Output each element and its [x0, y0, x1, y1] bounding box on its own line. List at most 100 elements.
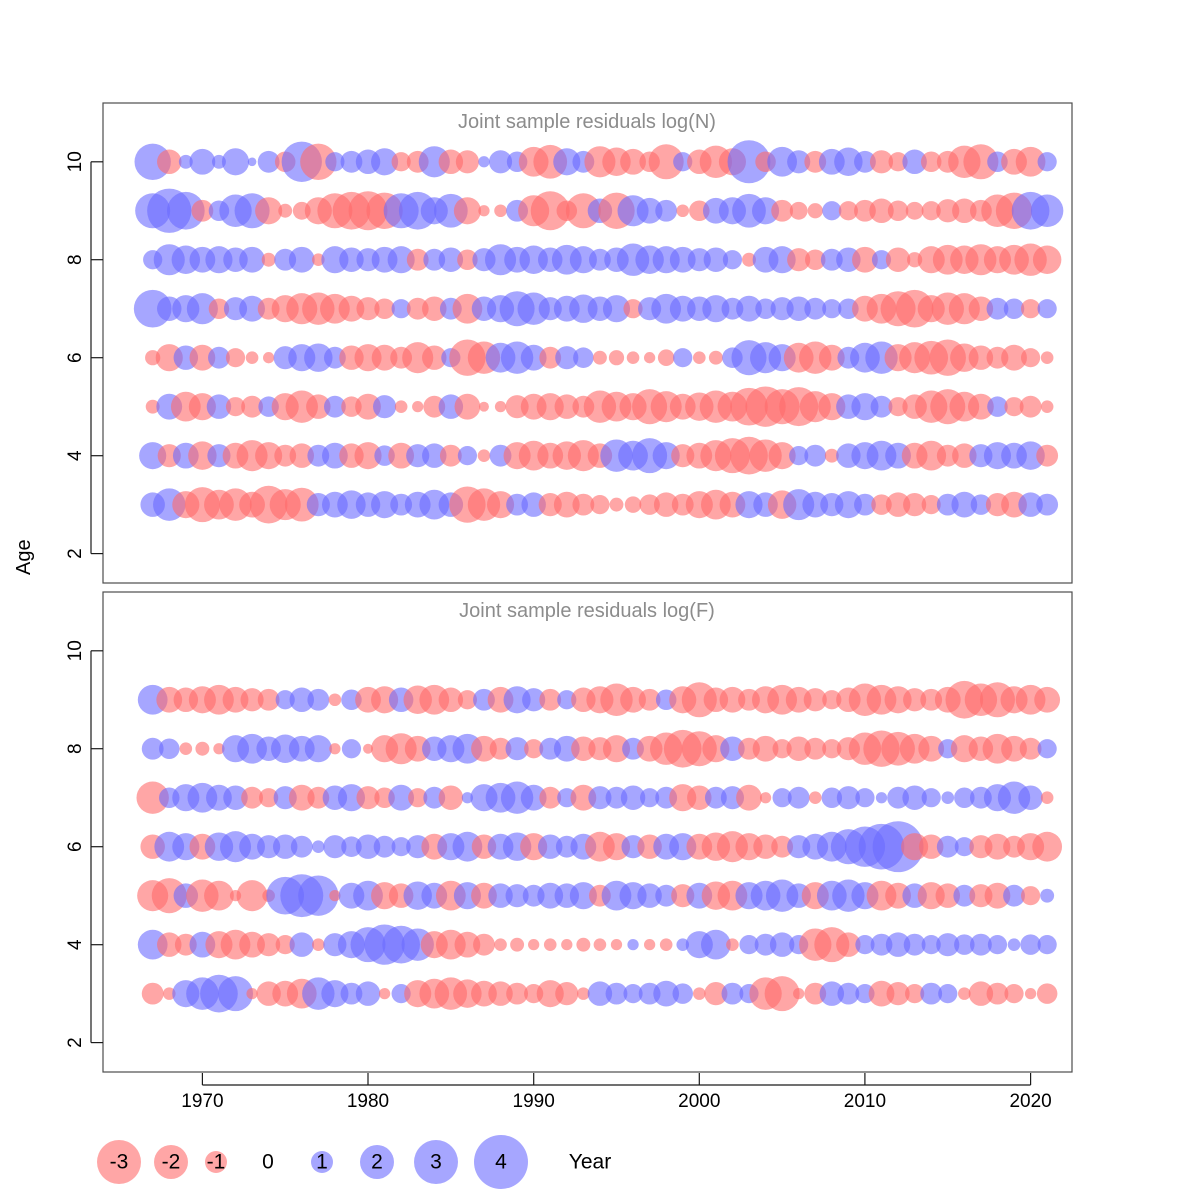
residual-bubble	[162, 987, 176, 1000]
residual-bubble	[787, 248, 811, 272]
panel-logF-title: Joint sample residuals log(F)	[459, 600, 715, 622]
residual-bubble	[494, 401, 507, 413]
residual-bubble	[657, 349, 675, 366]
residual-bubble	[247, 157, 257, 167]
residual-bubble	[272, 834, 298, 859]
residual-bubble	[537, 834, 563, 859]
residual-bubble	[805, 249, 826, 270]
residual-bubble	[304, 735, 332, 763]
residual-bubble	[241, 395, 263, 418]
residual-bubble	[771, 835, 794, 858]
residual-bubble	[602, 833, 631, 861]
residual-bubble	[759, 792, 772, 804]
residual-bubble	[530, 191, 570, 231]
residual-bubble	[1018, 785, 1043, 810]
legend-bubble	[311, 1151, 333, 1173]
residual-bubble	[1036, 493, 1059, 516]
residual-bubble	[903, 688, 927, 712]
y-axis-tick-label: 6	[65, 841, 86, 852]
residual-bubble	[239, 246, 265, 273]
residual-bubble	[191, 199, 214, 222]
residual-bubble	[638, 688, 661, 711]
residual-bubble	[884, 686, 912, 714]
residual-bubble	[438, 247, 464, 272]
residual-bubble	[221, 148, 250, 176]
residual-bubble	[321, 980, 349, 1008]
residual-bubble	[423, 786, 446, 809]
residual-bubble	[704, 982, 728, 1006]
residual-bubble	[886, 982, 910, 1006]
panel-logF-y-axis: 2 4 6 8 10	[65, 640, 103, 1048]
residual-bubble	[423, 248, 446, 271]
residual-bubble	[406, 297, 429, 320]
residual-bubble	[388, 784, 415, 811]
residual-bubble	[422, 296, 447, 321]
residual-bubble	[902, 785, 927, 810]
residual-bubble	[1036, 444, 1059, 467]
residual-bubble	[338, 295, 365, 322]
residual-bubble	[494, 938, 507, 951]
legend-label: 0	[262, 1151, 274, 1174]
residual-bubble	[323, 835, 347, 859]
residual-bubble	[524, 739, 544, 759]
residual-bubble	[952, 198, 977, 223]
residual-bubble	[869, 150, 894, 174]
residual-bubble	[328, 693, 342, 707]
residual-bubble	[639, 494, 660, 515]
panel-logN-bubbles	[133, 140, 1064, 524]
residual-bubble	[669, 246, 696, 273]
legend-bubble	[97, 1140, 141, 1184]
residual-bubble	[870, 395, 893, 418]
residual-bubble	[821, 787, 843, 808]
residual-bubble	[406, 248, 429, 271]
x-axis-tick-label: 1990	[513, 1091, 555, 1112]
residual-bubble	[554, 394, 580, 419]
residual-bubble	[141, 737, 164, 760]
residual-bubble	[261, 252, 276, 267]
residual-bubble	[572, 493, 595, 516]
residual-bubble	[388, 442, 415, 469]
residual-bubble	[822, 299, 842, 319]
residual-bubble	[673, 348, 693, 368]
residual-bubble	[905, 984, 925, 1004]
residual-bubble	[206, 394, 232, 419]
residual-bubble	[289, 687, 315, 712]
x-axis-tick-label: 1970	[181, 1091, 223, 1112]
residual-bubble	[623, 299, 643, 319]
residual-bubble	[488, 883, 513, 908]
residual-bubble	[355, 834, 381, 859]
residual-bubble	[557, 690, 577, 710]
residual-bubble	[736, 784, 762, 811]
residual-bubble	[620, 785, 646, 810]
residual-bubble	[323, 395, 346, 418]
residual-bubble	[355, 393, 381, 420]
residual-bubble	[803, 688, 827, 712]
x-axis-tick-label: 1980	[347, 1091, 389, 1112]
legend-bubble	[414, 1140, 458, 1184]
residual-bubble	[987, 396, 1008, 417]
residual-bubble	[339, 247, 364, 272]
residual-bubble	[374, 298, 395, 319]
residual-bubble	[807, 203, 823, 219]
residual-bubble	[885, 932, 911, 957]
residual-bubble	[687, 785, 712, 810]
residual-bubble	[793, 987, 805, 1000]
y-axis-tick-label: 2	[65, 1037, 86, 1048]
residual-bubble	[673, 152, 693, 172]
residual-bubble	[391, 837, 411, 857]
residual-bubble	[157, 149, 182, 175]
residual-bubble	[539, 786, 562, 809]
residual-bubble	[571, 736, 596, 761]
residual-bubble	[246, 987, 258, 1000]
residual-bubble	[522, 688, 546, 712]
residual-bubble	[1020, 299, 1041, 319]
residual-bubble	[626, 351, 640, 364]
residual-bubble	[457, 690, 478, 710]
residual-bubble	[555, 982, 579, 1006]
residual-bubble	[505, 884, 529, 908]
residual-bubble	[755, 298, 776, 319]
legend-label: 3	[430, 1151, 442, 1174]
residual-bubble	[274, 444, 297, 467]
y-axis-tick-label: 4	[65, 450, 86, 461]
residual-bubble	[259, 788, 279, 808]
